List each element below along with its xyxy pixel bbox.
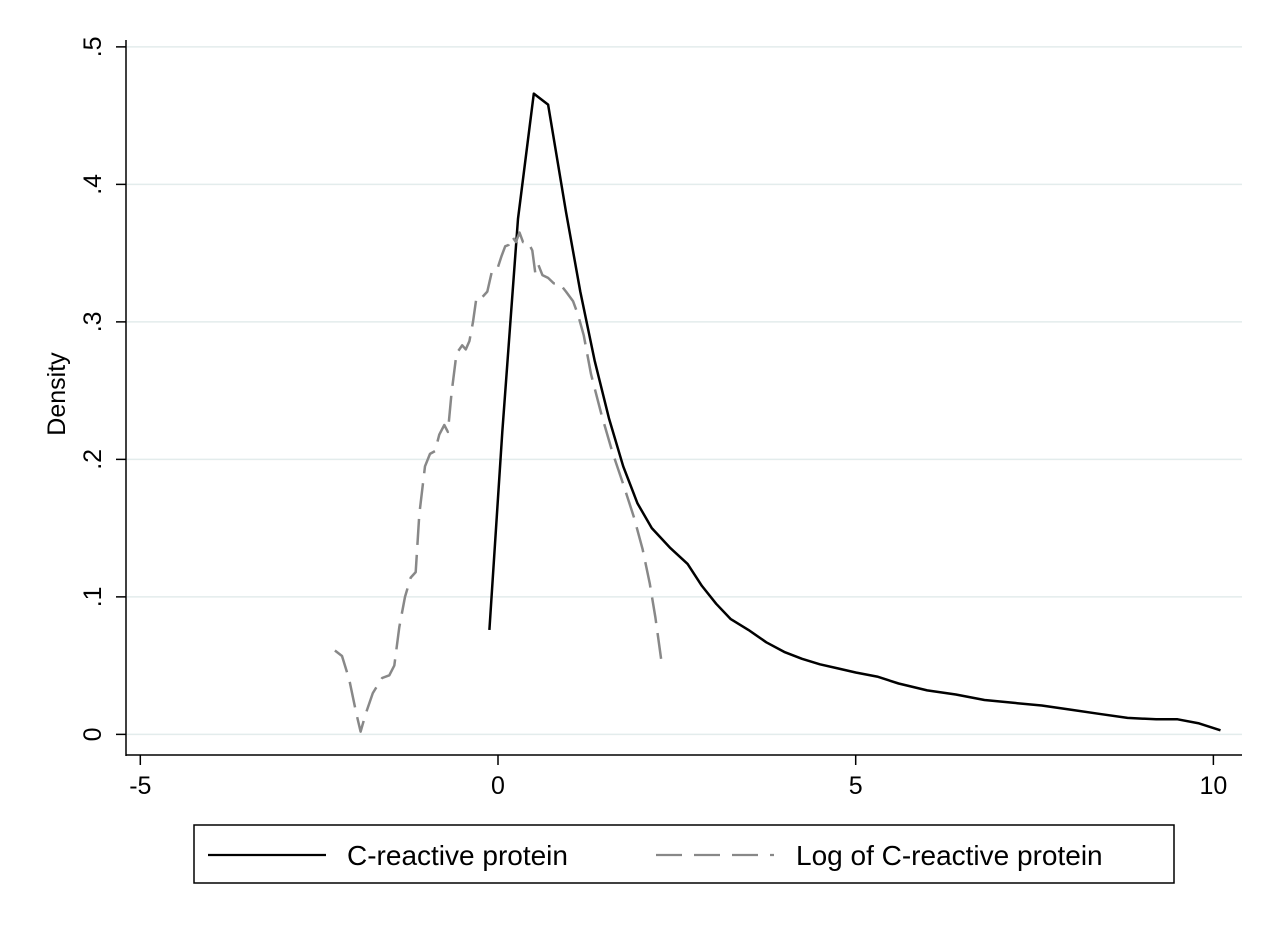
axes bbox=[125, 40, 1242, 756]
series-line-c-reactive-protein bbox=[488, 92, 1221, 732]
y-tick-label: .2 bbox=[79, 449, 107, 470]
x-tick-label: -5 bbox=[129, 772, 151, 800]
legend-label-c-reactive-protein: C-reactive protein bbox=[347, 840, 568, 871]
x-tick-label: 10 bbox=[1199, 772, 1227, 800]
legend-label-log-c-reactive-protein: Log of C-reactive protein bbox=[796, 840, 1103, 871]
y-tick-label: .4 bbox=[79, 174, 107, 195]
legend: C-reactive protein Log of C-reactive pro… bbox=[193, 824, 1175, 884]
y-tick-label: 0 bbox=[79, 727, 107, 741]
x-tick-label: 5 bbox=[849, 772, 863, 800]
gridlines bbox=[127, 46, 1242, 736]
x-tick-label: 0 bbox=[491, 772, 505, 800]
x-axis-ticks: -5 0 5 10 bbox=[129, 755, 1227, 800]
series-layer bbox=[334, 92, 1221, 733]
y-axis-ticks: 0 .1 .2 .3 .4 .5 bbox=[79, 36, 126, 741]
y-axis-title: Density bbox=[43, 352, 71, 436]
y-tick-label: .5 bbox=[79, 36, 107, 57]
series-line-log-c-reactive-protein bbox=[334, 231, 663, 733]
legend-box bbox=[193, 824, 1175, 884]
y-tick-label: .1 bbox=[79, 586, 107, 607]
y-tick-label: .3 bbox=[79, 311, 107, 332]
